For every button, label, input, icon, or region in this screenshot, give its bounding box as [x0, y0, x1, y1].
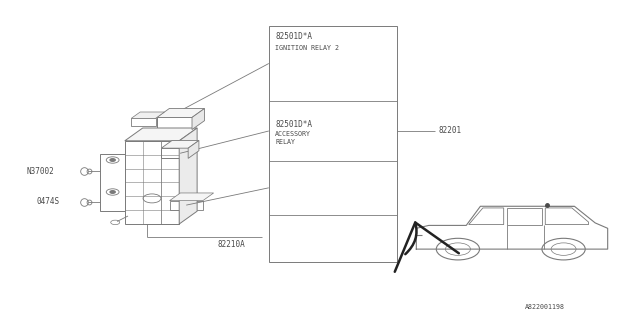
Polygon shape: [125, 128, 197, 141]
Bar: [161, 141, 179, 224]
Text: N37002: N37002: [27, 167, 54, 176]
Bar: [269, 26, 397, 262]
Bar: [170, 201, 203, 210]
Polygon shape: [161, 140, 199, 148]
Text: A822001198: A822001198: [525, 304, 564, 310]
Text: RELAY: RELAY: [275, 139, 295, 145]
Text: ACCESSORY: ACCESSORY: [275, 131, 311, 137]
Text: 0474S: 0474S: [36, 197, 60, 206]
Bar: [143, 141, 161, 224]
Polygon shape: [545, 208, 589, 225]
Bar: [161, 148, 188, 158]
Text: 82210A: 82210A: [218, 240, 245, 249]
Polygon shape: [468, 208, 504, 225]
Polygon shape: [192, 108, 205, 130]
Text: 82201: 82201: [438, 126, 461, 135]
Circle shape: [110, 159, 115, 161]
Bar: [100, 154, 125, 211]
Polygon shape: [157, 108, 205, 117]
Bar: [131, 118, 156, 126]
Polygon shape: [179, 128, 197, 224]
Bar: [157, 117, 192, 130]
Polygon shape: [507, 208, 542, 225]
Polygon shape: [131, 112, 164, 118]
Bar: [125, 141, 179, 224]
Polygon shape: [170, 193, 214, 201]
Text: IGNITION RELAY 2: IGNITION RELAY 2: [275, 45, 339, 52]
Text: 82501D*A: 82501D*A: [275, 32, 312, 41]
Polygon shape: [188, 140, 199, 158]
Text: 82501D*A: 82501D*A: [275, 120, 312, 129]
Circle shape: [110, 191, 115, 193]
FancyArrowPatch shape: [395, 222, 459, 272]
